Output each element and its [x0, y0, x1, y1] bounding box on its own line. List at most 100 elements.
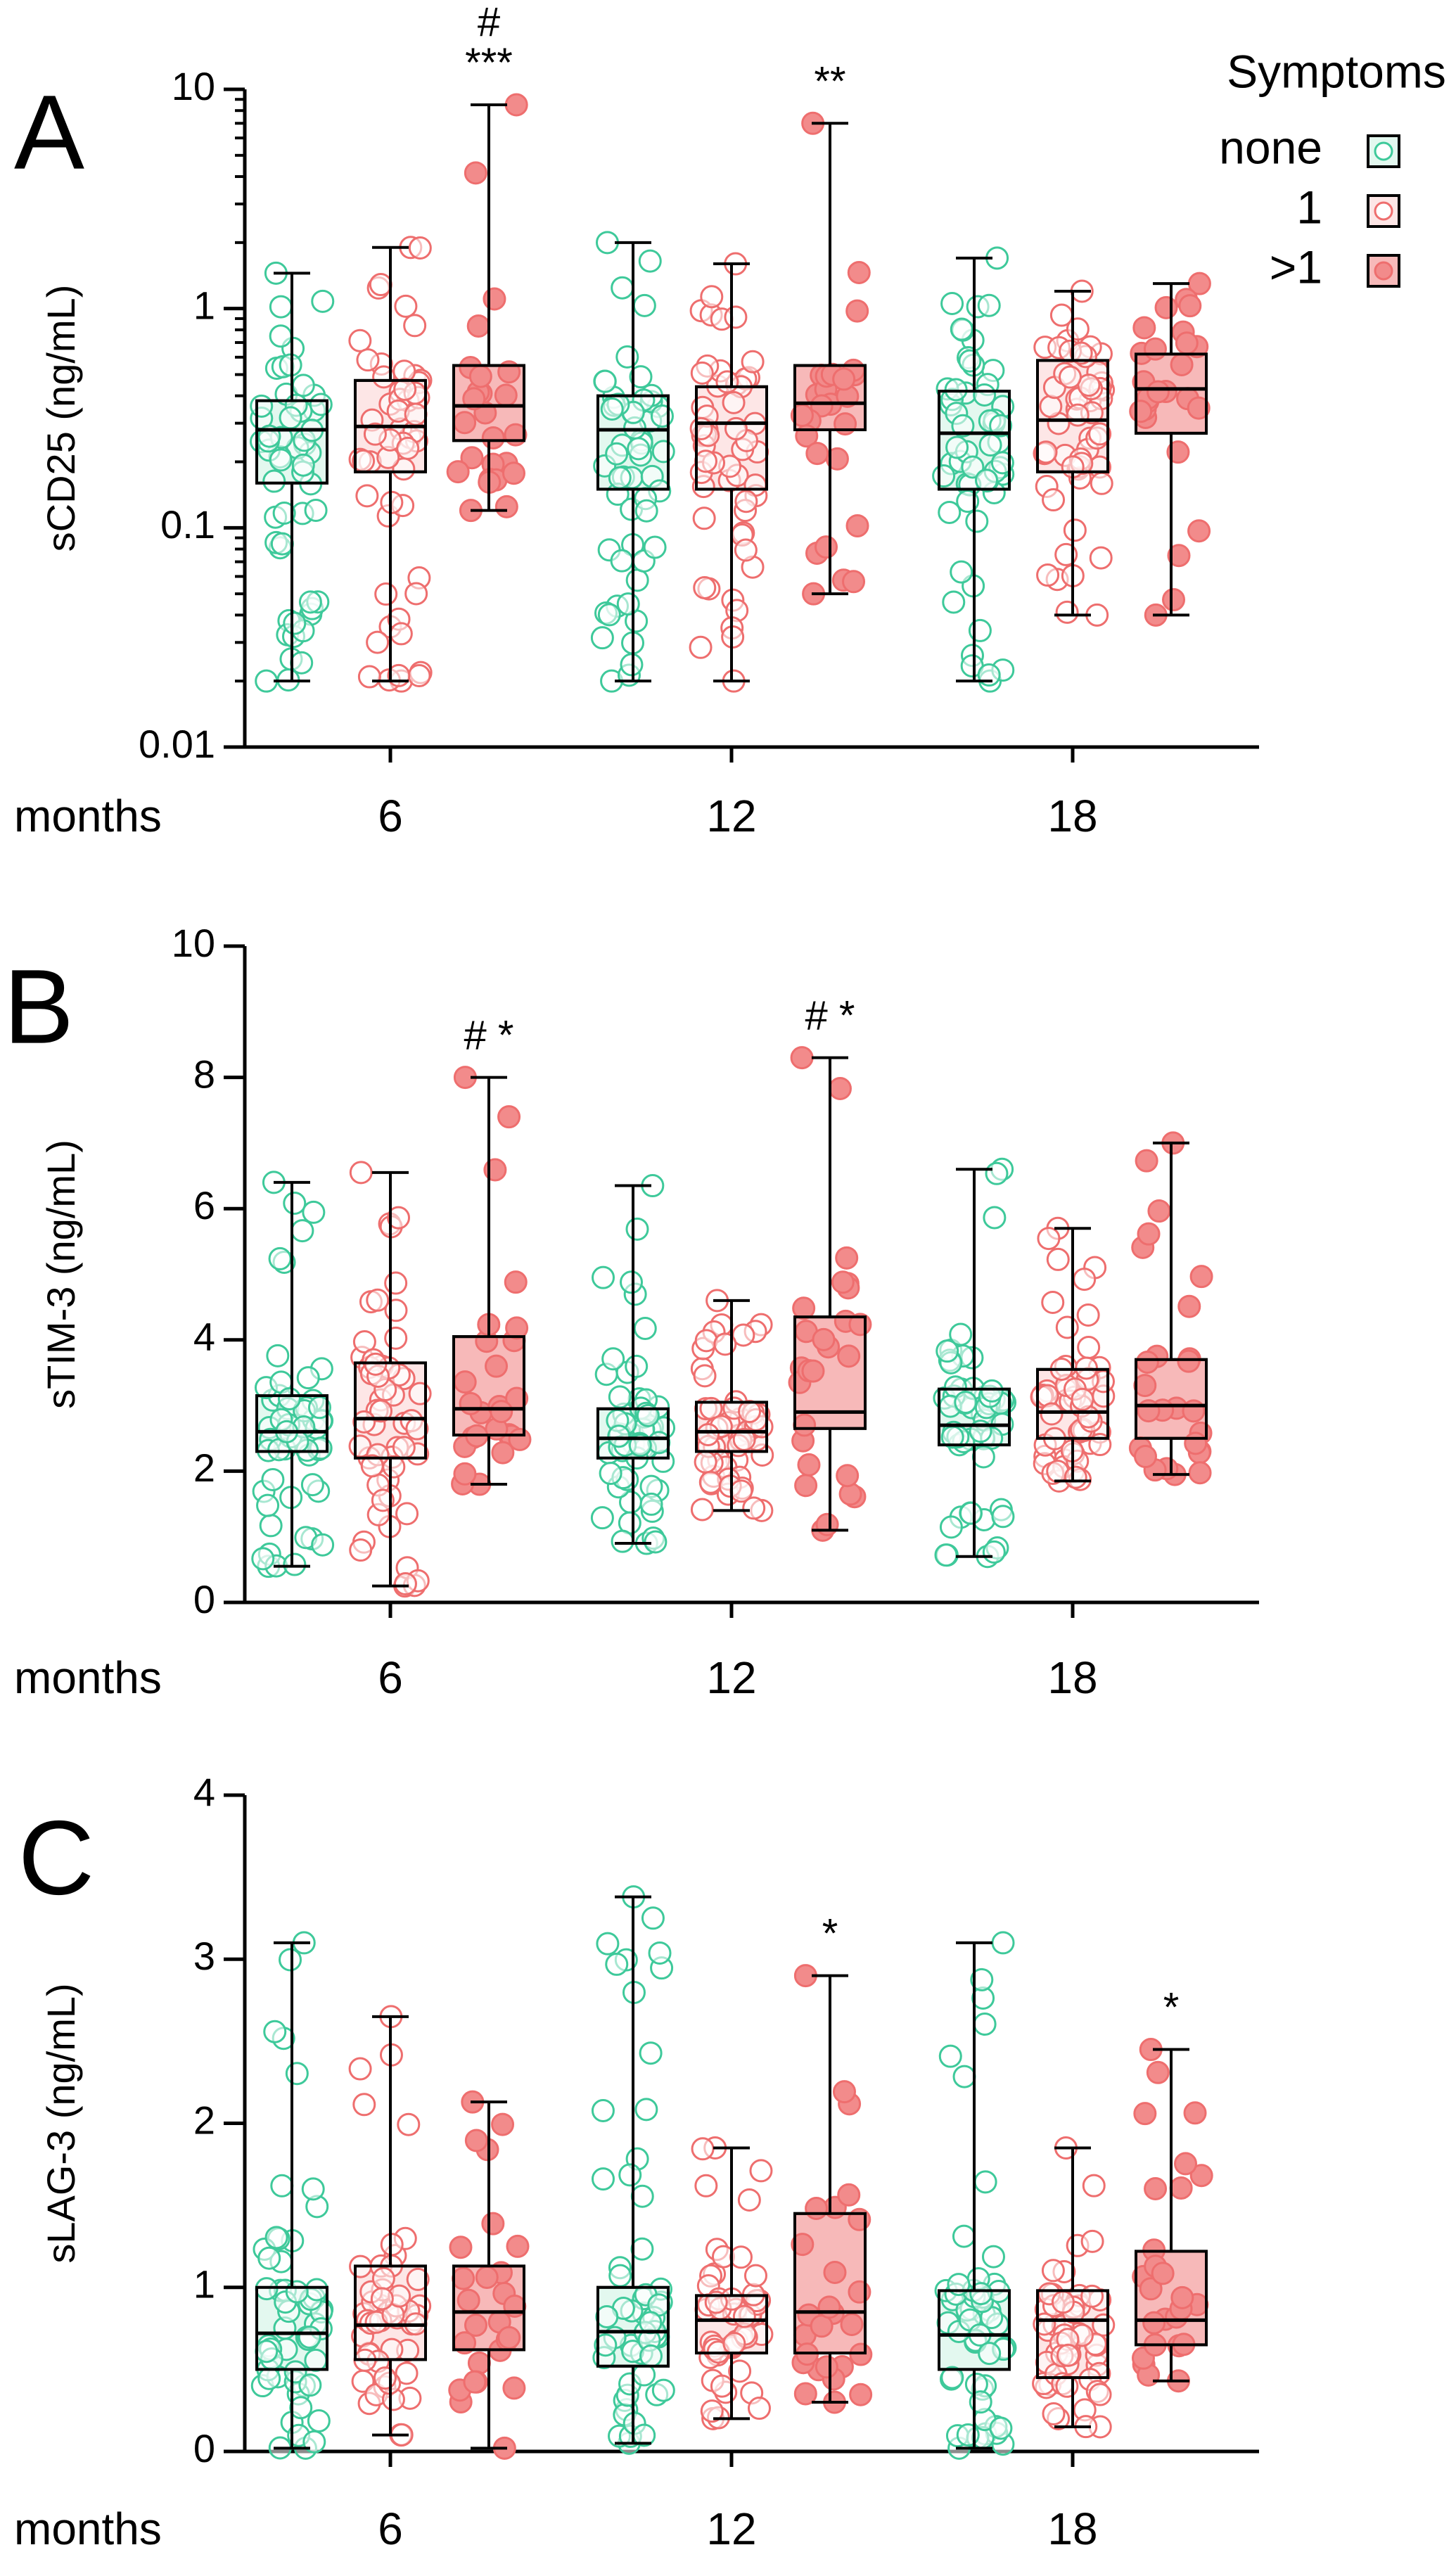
data-point [1154, 295, 1178, 319]
data-point [393, 1572, 417, 1596]
data-point [1039, 395, 1063, 419]
data-point [449, 2235, 473, 2259]
data-point [694, 1450, 717, 1474]
data-point [794, 1474, 818, 1498]
data-points [348, 236, 433, 693]
data-point [366, 1288, 390, 1312]
data-point [978, 2342, 1002, 2366]
box-outline [596, 394, 670, 491]
data-point [502, 461, 525, 485]
data-point [283, 1552, 307, 1576]
data-point [491, 1441, 515, 1465]
data-point [977, 293, 1001, 317]
data-point [1055, 600, 1079, 624]
data-point [311, 289, 335, 313]
data-point [1146, 380, 1170, 404]
data-point [651, 2378, 675, 2402]
data-point [268, 1246, 292, 1270]
data-point [641, 1906, 665, 1930]
data-point [497, 2326, 521, 2349]
data-point [1133, 2102, 1157, 2126]
data-point [593, 369, 617, 393]
data-point [950, 560, 973, 584]
data-point [694, 2174, 718, 2198]
y-axis-title: sCD25 (ng/mL) [39, 285, 83, 552]
data-point [1137, 1399, 1161, 1423]
data-point [724, 416, 748, 440]
data-point [1182, 1399, 1206, 1423]
data-point [475, 2265, 499, 2289]
data-point [625, 568, 649, 592]
data-point [692, 506, 716, 530]
data-point [1041, 1290, 1065, 1314]
data-point [256, 1493, 280, 1517]
box-one-6 [348, 236, 433, 693]
data-point [392, 1436, 416, 1460]
data-point [592, 1265, 615, 1289]
data-point [616, 592, 640, 616]
x-tick-label: 12 [706, 1652, 756, 1703]
data-point [934, 1543, 958, 1567]
data-point [404, 582, 428, 606]
data-point [689, 416, 713, 440]
data-point [1042, 488, 1066, 512]
box-many-18 [1129, 272, 1211, 627]
data-point [291, 374, 315, 397]
box-outline [938, 1387, 1011, 1447]
data-point [1189, 1265, 1213, 1289]
data-points [1032, 2136, 1116, 2439]
data-point [463, 2370, 487, 2394]
box-outline [695, 2294, 768, 2355]
data-point [1174, 2152, 1198, 2176]
data-point [1184, 1431, 1208, 1455]
data-point [1183, 2101, 1207, 2125]
data-point [980, 1379, 1004, 1403]
data-point [627, 437, 651, 461]
data-point [630, 2184, 654, 2208]
box-none-6 [251, 1171, 335, 1578]
data-point [651, 1449, 675, 1473]
box-outline [452, 364, 525, 442]
data-point [298, 2373, 322, 2397]
data-point [817, 2295, 841, 2319]
data-point [290, 1219, 314, 1243]
data-point [1134, 1445, 1158, 1469]
data-point [632, 293, 656, 317]
box-many-18 [1131, 2038, 1213, 2393]
data-point [446, 460, 470, 484]
data-point [456, 2288, 480, 2312]
box-outline [1135, 2250, 1208, 2347]
data-point [704, 2290, 728, 2314]
data-point [404, 402, 428, 426]
legend-marker [1374, 201, 1393, 221]
data-points [591, 1885, 675, 2455]
data-point [264, 2226, 288, 2250]
box-one-18 [1032, 2136, 1116, 2439]
data-point [1077, 1336, 1101, 1360]
data-point [389, 622, 413, 646]
data-point [611, 1529, 634, 1553]
data-point [371, 2266, 395, 2290]
box-none-12 [590, 1174, 676, 1555]
data-point [261, 1467, 285, 1491]
box-outline [596, 1407, 670, 1460]
data-point [973, 2170, 997, 2194]
data-point [594, 2333, 618, 2357]
data-point [1137, 1222, 1161, 1246]
y-tick-label: 1 [193, 2262, 215, 2307]
data-point [932, 464, 956, 488]
data-point [285, 2280, 309, 2304]
data-point [1063, 518, 1087, 542]
box-outline [695, 1401, 768, 1453]
legend-title: Symptoms [1227, 45, 1446, 97]
data-point [815, 2355, 838, 2379]
data-point [845, 299, 869, 323]
data-point [1147, 1199, 1171, 1223]
data-point [982, 1540, 1006, 1564]
data-point [651, 440, 675, 464]
data-point [596, 1932, 620, 1956]
data-point [1036, 563, 1060, 587]
data-point [835, 1246, 859, 1270]
